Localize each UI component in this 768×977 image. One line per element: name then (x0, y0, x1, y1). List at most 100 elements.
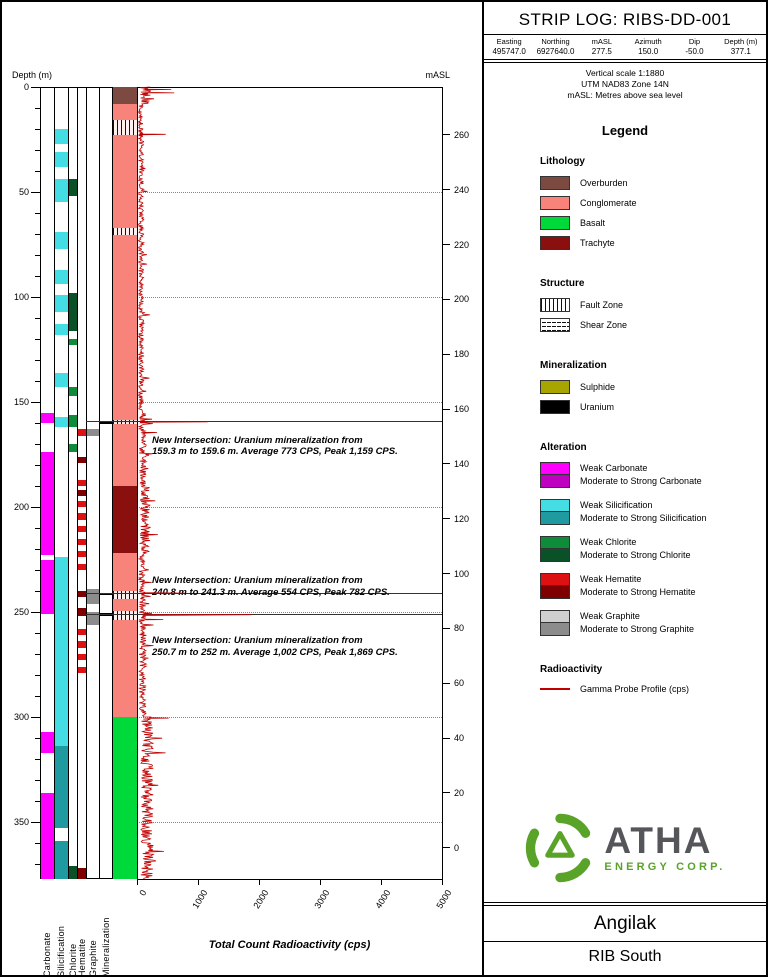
depth-gridline (137, 717, 442, 718)
legend-label-strong: Moderate to Strong Chlorite (580, 550, 691, 560)
depth-minor-tick (35, 233, 40, 235)
interval-hematite (78, 479, 86, 486)
lith-overburden (113, 87, 137, 104)
strip-log-chart: Depth (m) mASL 0 50 100 150 200 250 300 350 260 240… (2, 2, 482, 975)
lith-conglomerate (113, 103, 137, 421)
logo-subtext: ENERGY CORP. (604, 861, 726, 873)
legend-swatch (540, 318, 570, 332)
depth-tick-label: 0 (23, 82, 29, 92)
x-tick (441, 878, 443, 885)
x-axis-line (137, 878, 443, 880)
collar-field-label: Easting (496, 37, 522, 46)
legend-item: Weak Chlorite Moderate to Strong Chlorite (540, 536, 766, 562)
intersection-annotation-line: 240.8 m to 241.3 m. Average 554 CPS, Pea… (152, 586, 390, 598)
legend-pair-labels: Weak Chlorite Moderate to Strong Chlorite (580, 536, 691, 562)
atha-logo-emblem (526, 813, 591, 883)
depth-minor-tick (35, 422, 40, 424)
legend-label: Overburden (580, 178, 628, 188)
legend-item: Weak Silicification Moderate to Strong Si… (540, 499, 766, 525)
legend-item: Weak Graphite Moderate to Strong Graphite (540, 610, 766, 636)
title-footer: Angilak RIB South (484, 902, 766, 975)
structure-fault-zone (113, 591, 137, 600)
depth-minor-tick (35, 842, 40, 844)
legend-label-strong: Moderate to Strong Hematite (580, 587, 696, 597)
masl-tick-label: 40 (454, 733, 465, 744)
legend-swatch-pair (540, 499, 570, 525)
collar-field: Easting 495747.0 (486, 37, 532, 56)
interval-hematite (78, 868, 86, 879)
interval-carbonate (41, 731, 54, 753)
x-tick (380, 878, 382, 885)
legend-swatch-strong (540, 623, 570, 636)
gamma-profile-line (137, 86, 252, 879)
legend-swatch-pair (540, 610, 570, 636)
collar-field-label: mASL (591, 37, 613, 46)
legend-line-sample-icon (540, 688, 570, 690)
legend-label: Conglomerate (580, 198, 637, 208)
depth-minor-tick (35, 128, 40, 130)
legend-pair-labels: Weak Carbonate Moderate to Strong Carbona… (580, 462, 702, 488)
interval-carbonate (41, 559, 54, 615)
interval-hematite (78, 591, 86, 598)
masl-tick-label: 140 (454, 458, 470, 469)
legend-swatch (540, 216, 570, 230)
column-label-mineralization: Mineralization (100, 917, 111, 977)
legend-swatch-strong (540, 549, 570, 562)
collar-field: Dip -50.0 (671, 37, 717, 56)
depth-minor-tick (35, 653, 40, 655)
collar-field-value: -50.0 (685, 47, 704, 56)
interval-chlorite (69, 414, 77, 428)
interval-hematite (78, 500, 86, 507)
collar-info: Easting 495747.0 Northing 6927640.0 mASL 277.… (484, 35, 766, 63)
legend-swatch (540, 176, 570, 190)
depth-minor-tick (35, 779, 40, 781)
x-axis-title: Total Count Radioactivity (cps) (208, 938, 371, 951)
legend-item: Fault Zone (540, 298, 766, 312)
depth-minor-tick (35, 548, 40, 550)
depth-major-tick (31, 296, 40, 298)
column-label-silicification: Silicification (56, 925, 66, 977)
intersection-annotation: New Intersection: Uranium mineralization… (152, 435, 398, 458)
structure-fault-zone (113, 119, 137, 136)
collar-field: Depth (m) 377.1 (718, 37, 764, 56)
interval-hematite (78, 654, 86, 661)
interval-hematite (78, 513, 86, 520)
interval-chlorite (69, 387, 77, 396)
depth-minor-tick (35, 338, 40, 340)
depth-minor-tick (35, 695, 40, 697)
column-label-hematite: Hematite (76, 938, 87, 977)
masl-tick (442, 244, 450, 246)
legend-section-alteration: Alteration Weak Carbonate Moderate to Stro… (540, 442, 766, 636)
interval-carbonate (41, 412, 54, 423)
interval-silicification (55, 324, 68, 335)
intersection-marker-line (86, 592, 442, 594)
depth-major-tick (31, 611, 40, 613)
logo-triangle-icon (545, 831, 576, 858)
legend-swatch-strong (540, 475, 570, 488)
plot-top-border (137, 87, 442, 88)
interval-chlorite (69, 179, 77, 197)
sheet-title: STRIP LOG: RIBS-DD-001 (484, 2, 766, 35)
masl-tick (442, 189, 450, 191)
legend-label-weak: Weak Silicification (580, 500, 653, 510)
note-line: UTM NAD83 Zone 14N (581, 79, 669, 89)
intersection-annotation: New Intersection: Uranium mineralization… (152, 635, 398, 658)
masl-tick-label: 0 (454, 842, 460, 853)
x-tick-label: 2000 (251, 887, 271, 911)
interval-silicification (55, 557, 68, 747)
collar-field-label: Northing (541, 37, 570, 46)
legend-section-title: Lithology (540, 156, 585, 167)
depth-minor-tick (35, 380, 40, 382)
legend-label-weak: Weak Chlorite (580, 537, 637, 547)
masl-tick-label: 200 (454, 294, 470, 305)
logo-text-wrap: ATHA ENERGY CORP. (604, 822, 726, 873)
depth-tick-label: 100 (13, 292, 29, 302)
collar-field-value: 6927640.0 (536, 47, 575, 56)
depth-axis-label: Depth (m) (12, 70, 53, 80)
x-tick-label: 0 (137, 887, 149, 898)
legend-item: Gamma Probe Profile (cps) (540, 684, 766, 694)
depth-minor-tick (35, 275, 40, 277)
masl-tick (442, 298, 450, 300)
interval-silicification (55, 372, 68, 388)
depth-minor-tick (35, 485, 40, 487)
